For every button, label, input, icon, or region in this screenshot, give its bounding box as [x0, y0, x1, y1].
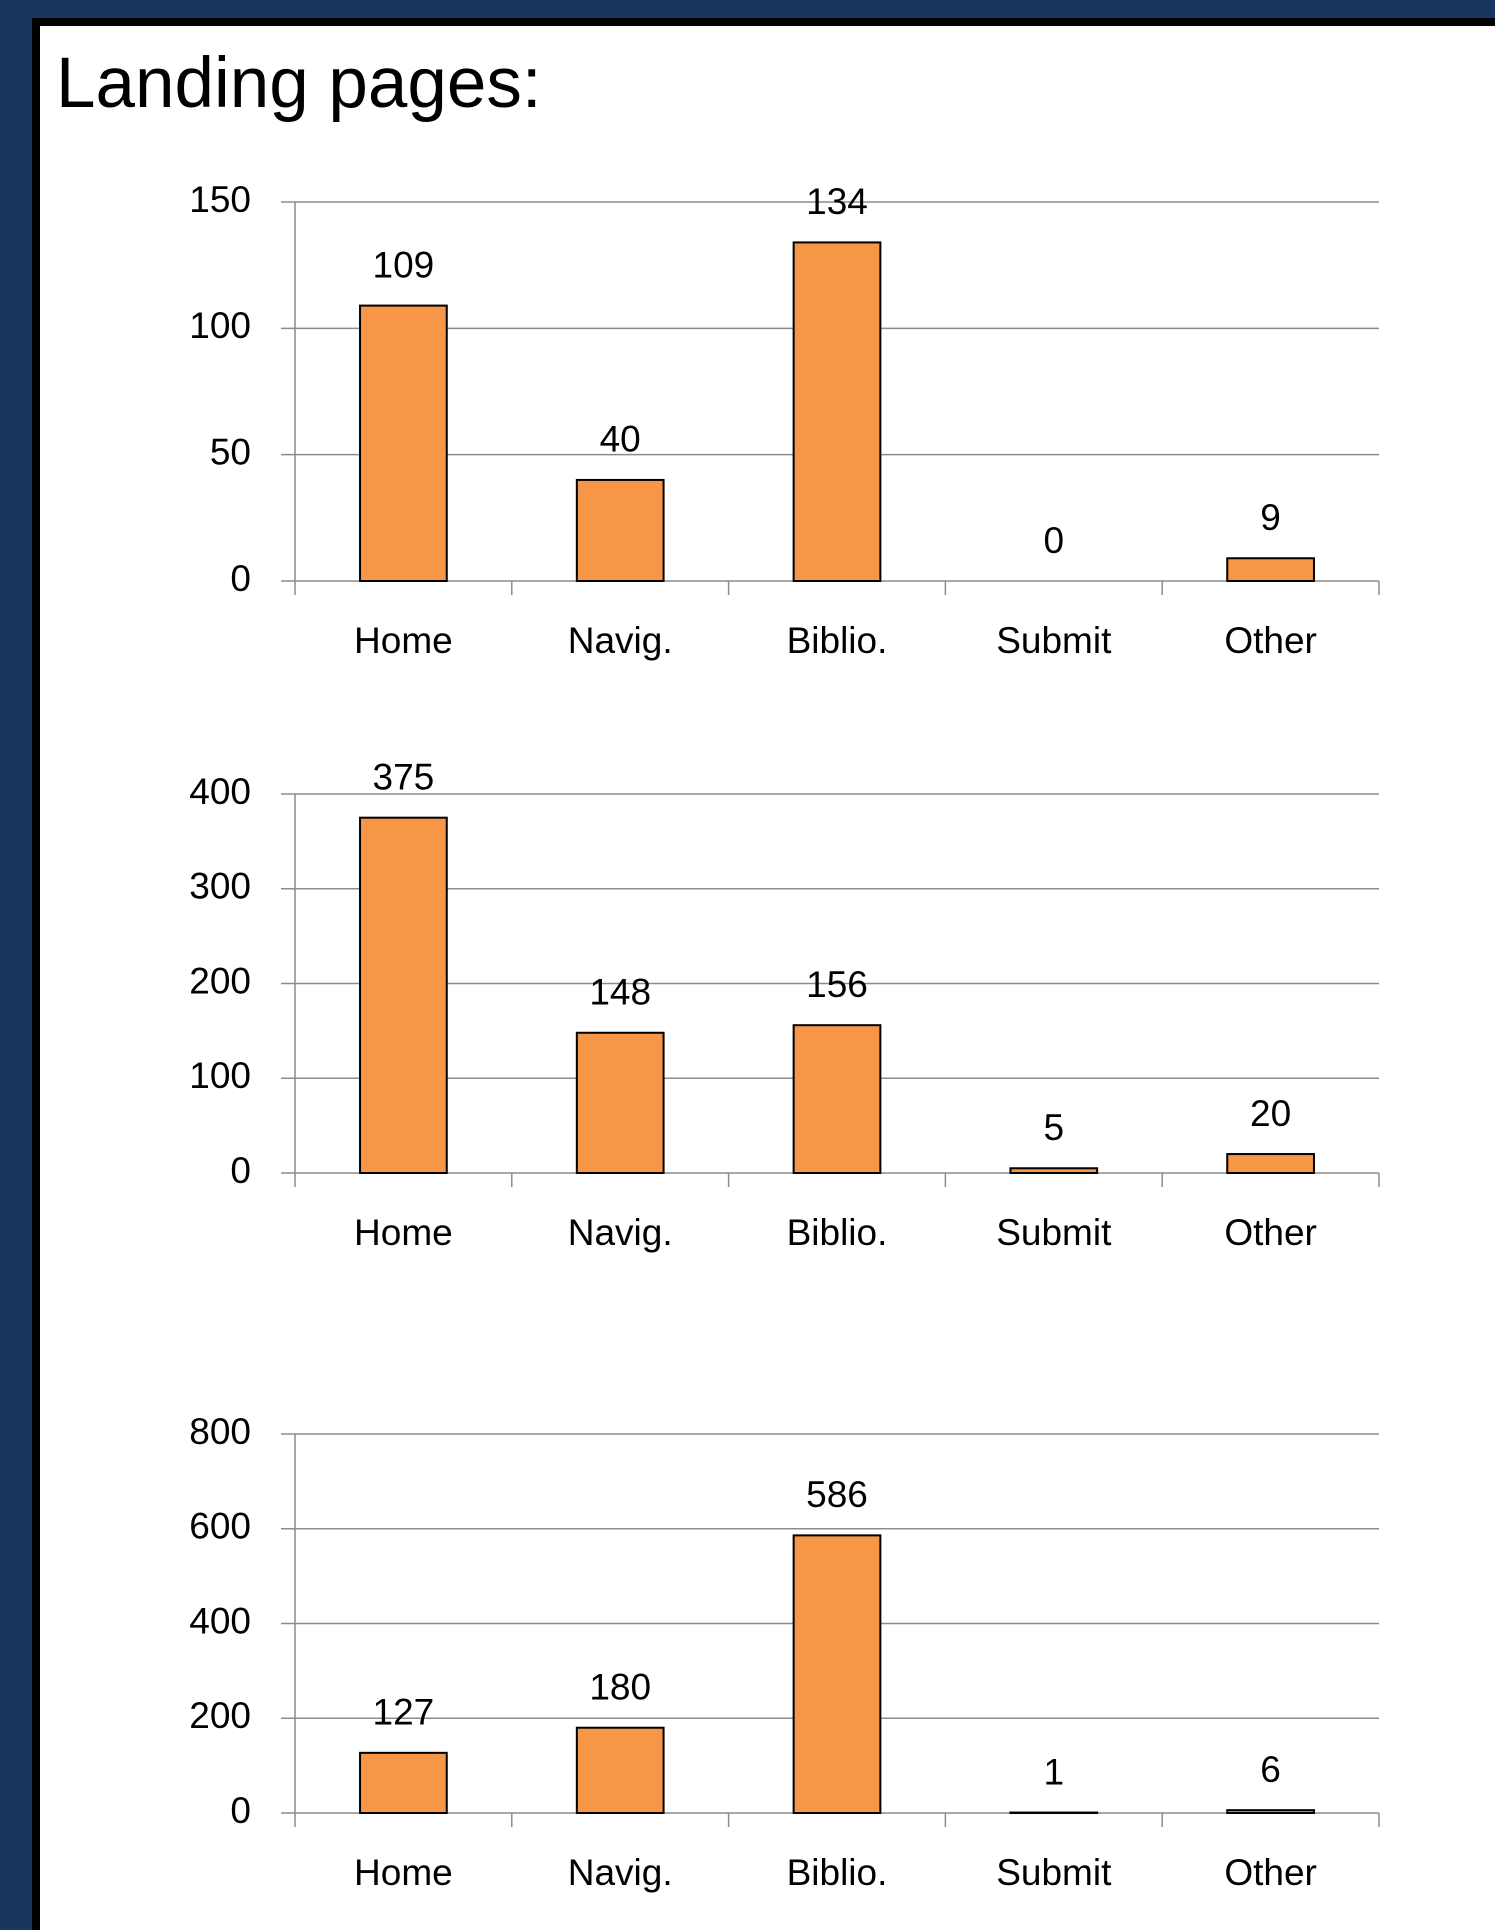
data-label: 180 — [589, 1667, 651, 1708]
x-tick-label: Other — [1224, 1212, 1317, 1253]
data-label: 586 — [806, 1474, 868, 1515]
x-tick-label: Navig. — [568, 1852, 673, 1893]
x-tick-label: Navig. — [568, 620, 673, 661]
y-tick-label: 200 — [189, 960, 251, 1001]
x-tick-label: Home — [354, 620, 453, 661]
bar — [1226, 1809, 1315, 1814]
x-tick-label: Submit — [996, 1212, 1112, 1253]
x-tick-label: Biblio. — [787, 620, 888, 661]
bar — [1226, 557, 1315, 583]
bar — [575, 1726, 665, 1814]
y-tick-label: 400 — [189, 771, 251, 812]
panel — [40, 26, 1495, 1930]
y-tick-label: 0 — [230, 558, 251, 599]
x-tick-label: Other — [1224, 1852, 1317, 1893]
bar — [1226, 1153, 1315, 1175]
x-tick-label: Biblio. — [787, 1212, 888, 1253]
bar — [575, 478, 665, 582]
bar — [1009, 1167, 1099, 1174]
x-tick-label: Home — [354, 1212, 453, 1253]
bar — [359, 1751, 448, 1814]
x-tick-label: Navig. — [568, 1212, 673, 1253]
data-label: 1 — [1044, 1751, 1065, 1792]
y-tick-label: 100 — [189, 305, 251, 346]
y-tick-label: 600 — [189, 1506, 251, 1547]
page-title: Landing pages: — [56, 44, 542, 123]
data-label: 0 — [1044, 520, 1065, 561]
x-tick-label: Home — [354, 1852, 453, 1893]
y-tick-label: 0 — [230, 1150, 251, 1191]
x-tick-label: Submit — [996, 1852, 1112, 1893]
y-tick-label: 50 — [210, 431, 251, 472]
data-label: 9 — [1260, 497, 1281, 538]
bar — [792, 1534, 882, 1814]
y-tick-label: 800 — [189, 1411, 251, 1452]
bar — [359, 304, 448, 582]
y-tick-label: 200 — [189, 1695, 251, 1736]
bar — [792, 1024, 882, 1174]
data-label: 40 — [600, 419, 641, 460]
x-tick-label: Other — [1224, 620, 1317, 661]
x-tick-label: Biblio. — [787, 1852, 888, 1893]
data-label: 109 — [373, 244, 435, 285]
data-label: 156 — [806, 964, 868, 1005]
data-label: 6 — [1260, 1749, 1281, 1790]
data-label: 127 — [373, 1692, 435, 1733]
data-label: 20 — [1250, 1093, 1291, 1134]
bar — [792, 241, 882, 582]
y-tick-label: 400 — [189, 1600, 251, 1641]
data-label: 375 — [373, 756, 435, 797]
data-label: 134 — [806, 181, 868, 222]
y-tick-label: 0 — [230, 1790, 251, 1831]
y-tick-label: 300 — [189, 866, 251, 907]
y-tick-label: 100 — [189, 1055, 251, 1096]
x-tick-label: Submit — [996, 620, 1112, 661]
bar — [575, 1031, 665, 1175]
y-tick-label: 150 — [189, 179, 251, 220]
data-label: 148 — [589, 972, 651, 1013]
data-label: 5 — [1044, 1107, 1065, 1148]
bar — [359, 816, 448, 1174]
